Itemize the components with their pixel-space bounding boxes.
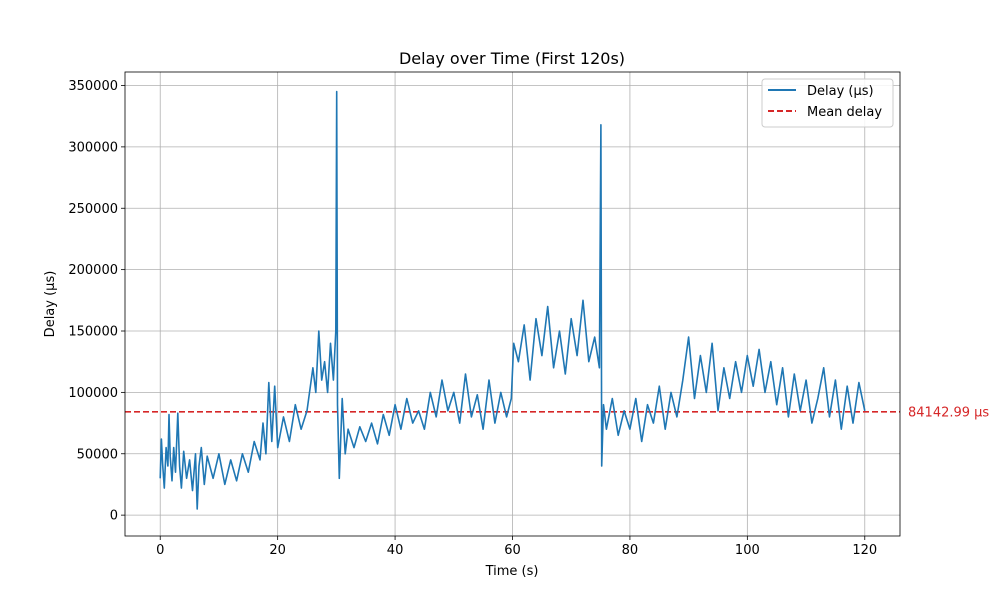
x-tick-label: 40 bbox=[387, 543, 404, 558]
legend: Delay (µs) Mean delay bbox=[761, 78, 894, 128]
y-tick-label: 150000 bbox=[68, 325, 118, 340]
series-layer bbox=[159, 90, 866, 510]
x-axis-label: Time (s) bbox=[485, 564, 539, 579]
x-tick-label: 60 bbox=[504, 543, 521, 558]
x-tick-label: 0 bbox=[156, 543, 164, 558]
y-axis-ticks: 0 50000 100000 150000 200000 250000 300000 3500… bbox=[68, 79, 125, 524]
y-axis-label: Delay (µs) bbox=[43, 271, 58, 338]
y-tick-label: 200000 bbox=[68, 263, 118, 278]
legend-label-mean: Mean delay bbox=[807, 105, 882, 120]
mean-delay-annotation: 84142.99 µs bbox=[908, 405, 989, 420]
y-tick-label: 250000 bbox=[68, 202, 118, 217]
chart-title: Delay over Time (First 120s) bbox=[399, 49, 625, 68]
x-tick-label: 20 bbox=[269, 543, 286, 558]
y-tick-label: 50000 bbox=[77, 447, 118, 462]
delay-series-line bbox=[159, 90, 866, 510]
y-tick-label: 0 bbox=[110, 509, 118, 524]
x-axis-ticks: 0 20 40 60 80 100 120 bbox=[156, 536, 877, 558]
x-tick-label: 120 bbox=[852, 543, 877, 558]
y-tick-label: 100000 bbox=[68, 386, 118, 401]
y-tick-label: 350000 bbox=[68, 79, 118, 94]
x-tick-label: 80 bbox=[622, 543, 639, 558]
grid-layer bbox=[125, 72, 900, 536]
y-tick-label: 300000 bbox=[68, 140, 118, 155]
x-tick-label: 100 bbox=[735, 543, 760, 558]
legend-label-delay: Delay (µs) bbox=[807, 84, 874, 99]
